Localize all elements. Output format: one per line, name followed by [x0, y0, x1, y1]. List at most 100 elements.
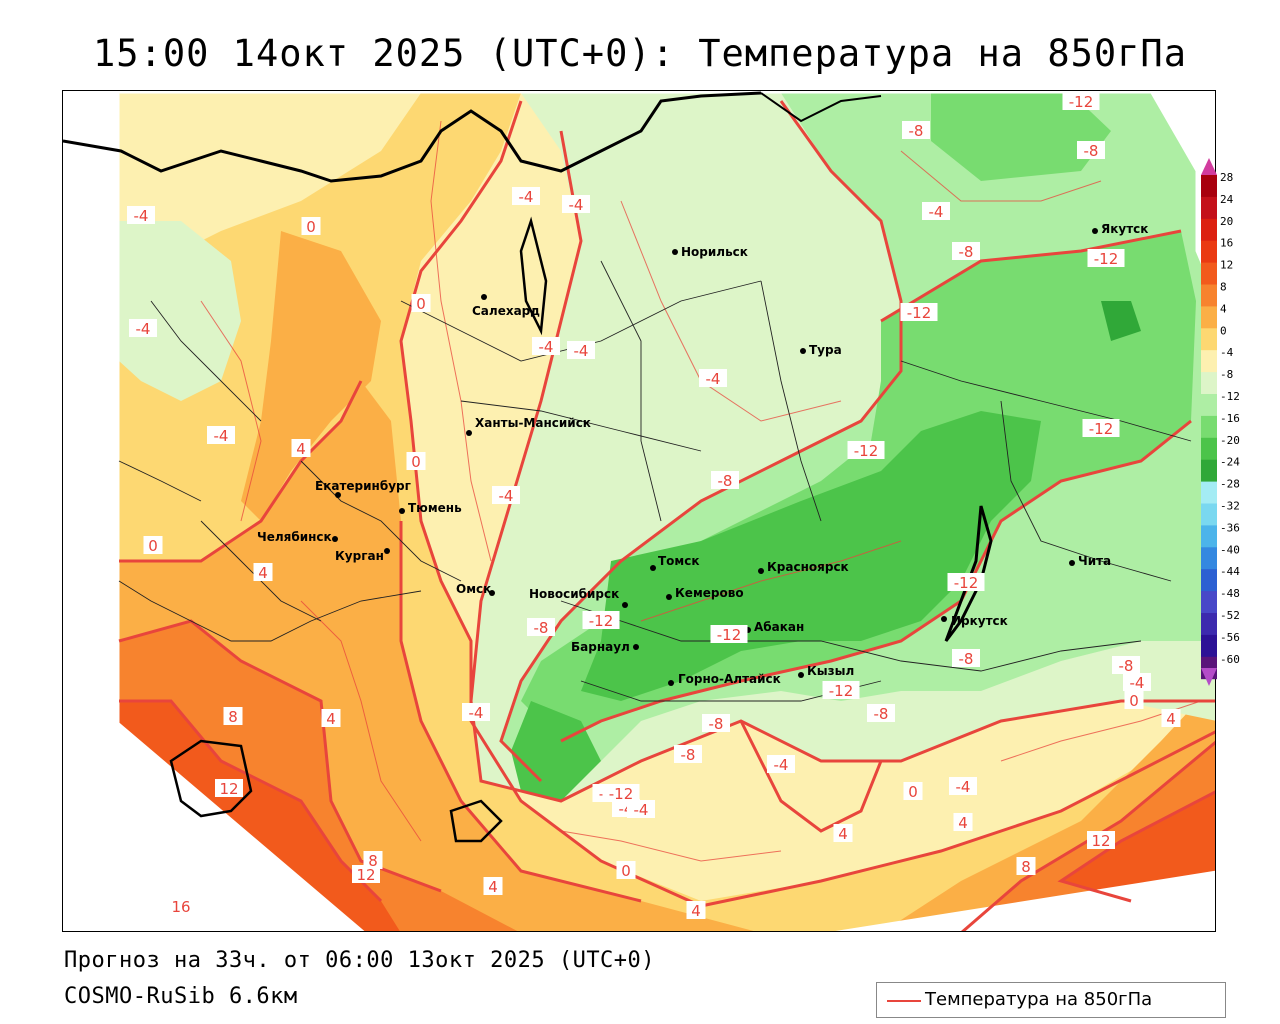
- svg-text:-12: -12: [589, 612, 614, 630]
- svg-text:-8: -8: [909, 122, 924, 140]
- isotherm-label: 0: [143, 536, 163, 555]
- isotherm-label: -4: [512, 187, 540, 206]
- svg-text:4: 4: [326, 710, 336, 728]
- svg-text:Тура: Тура: [809, 343, 842, 357]
- svg-text:8: 8: [368, 852, 378, 870]
- isotherm-label: -4: [207, 426, 235, 445]
- isotherm-label: 4: [1161, 709, 1181, 728]
- color-scale-label: -48: [1220, 587, 1240, 600]
- color-scale-swatch: [1201, 306, 1217, 329]
- isotherm-label: -12: [947, 573, 985, 592]
- isotherm-label: -12: [710, 625, 748, 644]
- svg-text:-12: -12: [854, 442, 879, 460]
- lake-balkhash: [449, 799, 503, 843]
- svg-text:-8: -8: [959, 650, 974, 668]
- svg-text:16: 16: [171, 898, 190, 916]
- isotherm-minus12-south: [560, 419, 1192, 743]
- svg-text:0: 0: [1129, 692, 1139, 710]
- isotherm-label: -12: [1082, 419, 1120, 438]
- isotherm-minus8: [499, 100, 903, 783]
- city-krasnoyarsk[interactable]: Красноярск: [758, 560, 849, 574]
- color-scale-swatch: [1201, 547, 1217, 570]
- color-scale-label: -12: [1220, 390, 1240, 403]
- isotherm-12: [119, 699, 383, 903]
- ob-gulf: [519, 216, 548, 336]
- svg-text:4: 4: [488, 878, 498, 896]
- isotherm-label: 4: [253, 563, 273, 582]
- isotherm-label: 8: [363, 851, 383, 870]
- isotherm-label: -12: [582, 611, 620, 630]
- city-tyumen[interactable]: Тюмень: [399, 501, 462, 515]
- svg-text:Иркутск: Иркутск: [951, 614, 1008, 628]
- svg-text:Салехард: Салехард: [472, 304, 540, 318]
- svg-text:4: 4: [296, 440, 306, 458]
- color-scale-label: -16: [1220, 412, 1240, 425]
- svg-text:-4: -4: [634, 801, 649, 819]
- svg-text:0: 0: [411, 453, 421, 471]
- city-tomsk[interactable]: Томск: [650, 554, 700, 571]
- svg-text:-8: -8: [959, 243, 974, 261]
- color-scale-swatch: [1201, 262, 1217, 285]
- svg-text:4: 4: [1166, 710, 1176, 728]
- city-tura[interactable]: Тура: [800, 343, 842, 357]
- isotherm-label: 4: [291, 439, 311, 458]
- city-chita[interactable]: Чита: [1069, 554, 1111, 568]
- svg-text:0: 0: [908, 783, 918, 801]
- city-salekhard[interactable]: Салехард: [472, 294, 540, 318]
- svg-text:4: 4: [691, 902, 701, 920]
- color-scale: 28 24 20 16 12 8 4 0 -4 -8 -12 -16 -20 -24 -28 -32 -36 -4…: [1201, 158, 1240, 686]
- city-irkutsk[interactable]: Иркутск: [941, 614, 1008, 628]
- isotherm-label: 12: [215, 779, 243, 798]
- color-scale-swatch: [1201, 525, 1217, 548]
- svg-text:4: 4: [838, 825, 848, 843]
- svg-text:-12: -12: [717, 626, 742, 644]
- isotherm-8-east: [961, 740, 1215, 931]
- isotherm-label: 0: [1124, 691, 1144, 710]
- city-kyzyl[interactable]: Кызыл: [798, 664, 854, 678]
- color-scale-swatch: [1201, 459, 1217, 483]
- isotherm-label: -12: [1062, 92, 1100, 111]
- city-barnaul[interactable]: Барнаул: [571, 640, 639, 654]
- color-scale-label: 28: [1220, 171, 1233, 184]
- svg-text:8: 8: [228, 708, 238, 726]
- isotherm-label: -8: [1077, 141, 1105, 160]
- color-scale-label: 20: [1220, 215, 1233, 228]
- city-abakan[interactable]: Абакан: [745, 620, 804, 634]
- svg-text:-12: -12: [1094, 250, 1119, 268]
- city-khanty-mansiysk[interactable]: Ханты-Мансийск: [466, 416, 591, 436]
- map-frame: Норильск Салехард Тура Якутск Ханты-Манс…: [62, 90, 1216, 932]
- color-scale-label: -52: [1220, 609, 1240, 622]
- isotherm-label: 0: [301, 217, 321, 236]
- svg-text:4: 4: [958, 814, 968, 832]
- svg-text:-4: -4: [1130, 674, 1145, 692]
- city-novosibirsk[interactable]: Новосибирск: [529, 587, 628, 608]
- city-yekaterinburg[interactable]: Екатеринбург: [315, 479, 411, 498]
- city-kemerovo[interactable]: Кемерово: [666, 586, 744, 600]
- svg-text:Курган: Курган: [335, 549, 384, 563]
- svg-text:12: 12: [219, 780, 238, 798]
- isotherm-0: [399, 100, 1215, 908]
- isotherm-label: 4: [483, 877, 503, 896]
- isotherm-label: -4: [767, 755, 795, 774]
- svg-text:Якутск: Якутск: [1101, 222, 1148, 236]
- isotherm-label: -8: [867, 704, 895, 723]
- isotherm-label: 4: [321, 709, 341, 728]
- city-gorno-altaysk[interactable]: Горно-Алтайск: [668, 672, 781, 686]
- svg-text:-4: -4: [774, 756, 789, 774]
- legend-label: Температура на 850гПа: [925, 989, 1153, 1010]
- field-yakutsk-spot: [1101, 301, 1141, 341]
- color-scale-swatch: [1201, 613, 1217, 636]
- svg-text:4: 4: [258, 564, 268, 582]
- city-chelyabinsk[interactable]: Челябинск: [257, 530, 338, 544]
- color-scale-swatch: [1201, 350, 1217, 373]
- isotherm-label: -8: [902, 121, 930, 140]
- svg-text:-12: -12: [1089, 420, 1114, 438]
- city-kurgan[interactable]: Курган: [335, 548, 390, 563]
- city-norilsk[interactable]: Норильск: [672, 245, 748, 259]
- color-scale-swatch: [1201, 503, 1217, 526]
- svg-text:12: 12: [356, 866, 375, 884]
- city-omsk[interactable]: Омск: [456, 582, 495, 596]
- field-north-east-dark: [931, 93, 1111, 181]
- city-yakutsk[interactable]: Якутск: [1092, 222, 1148, 236]
- svg-text:-4: -4: [706, 370, 721, 388]
